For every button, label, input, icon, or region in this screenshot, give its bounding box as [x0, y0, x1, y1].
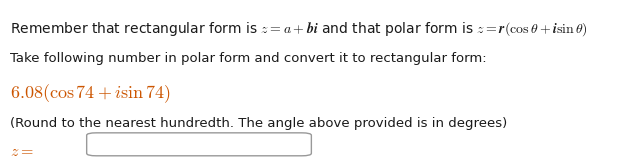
FancyBboxPatch shape: [87, 133, 311, 156]
Text: Remember that rectangular form is $z = a + \boldsymbol{bi}$ and that polar form : Remember that rectangular form is $z = a…: [10, 20, 587, 38]
Text: $6.08(\cos 74 + i\sin 74)$: $6.08(\cos 74 + i\sin 74)$: [10, 82, 170, 105]
Text: (Round to the nearest hundredth. The angle above provided is in degrees): (Round to the nearest hundredth. The ang…: [10, 117, 507, 130]
Text: $z =$: $z =$: [10, 144, 33, 159]
Text: Take following number in polar form and convert it to rectangular form:: Take following number in polar form and …: [10, 52, 486, 65]
